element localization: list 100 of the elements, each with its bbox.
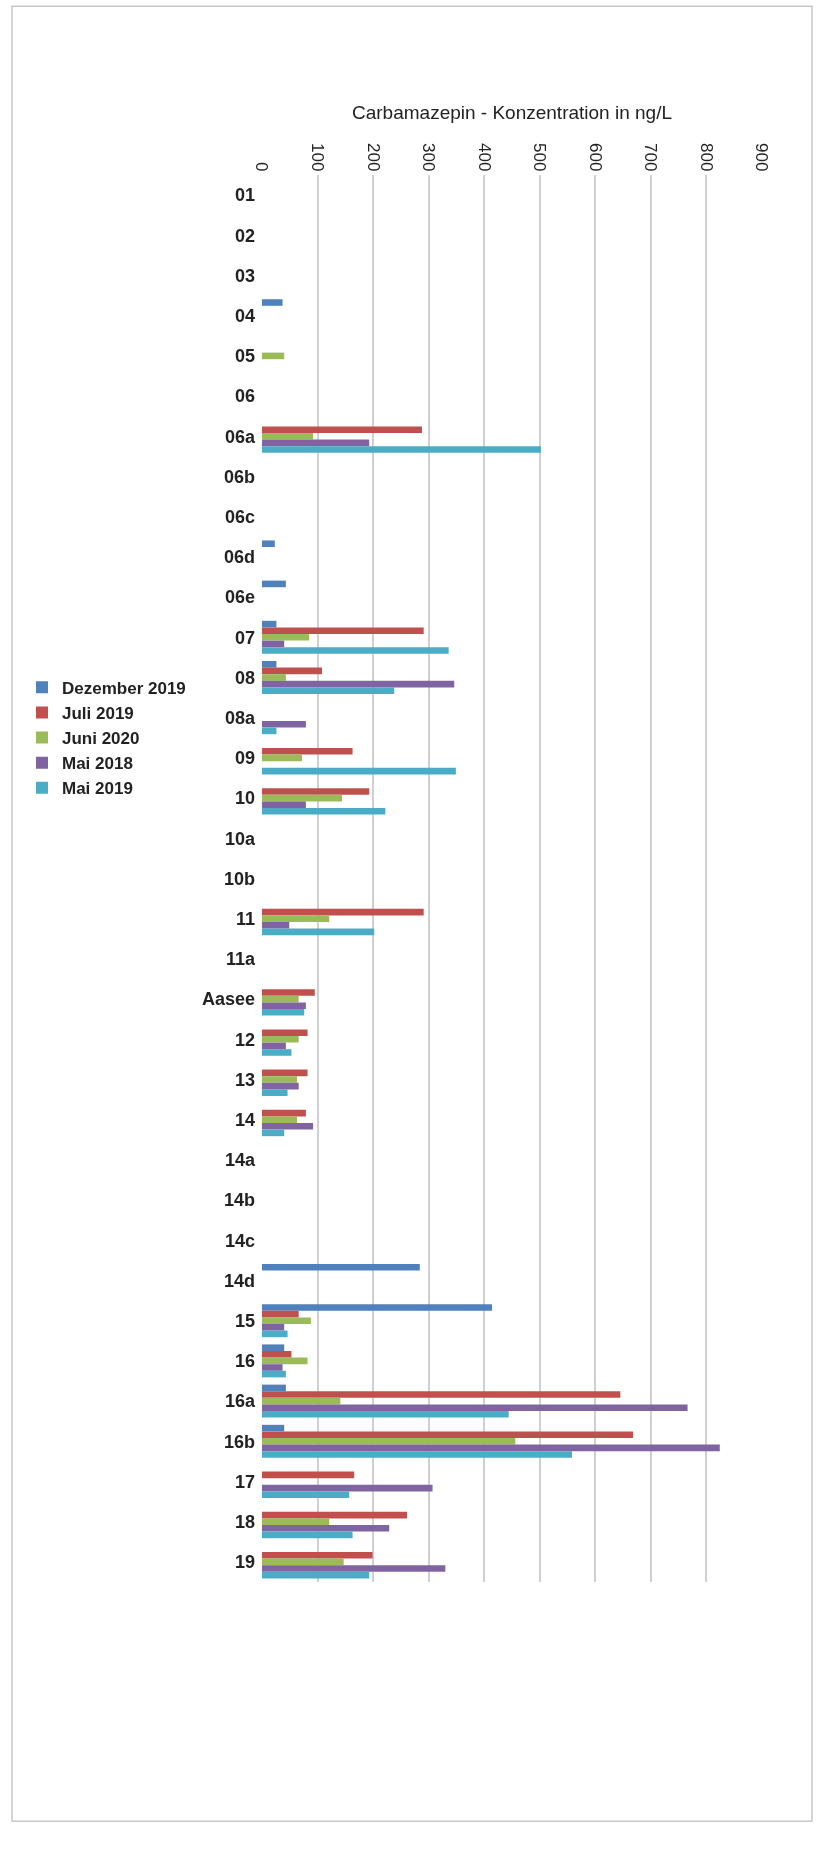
bar bbox=[262, 627, 424, 634]
y-tick-label: 01 bbox=[234, 185, 255, 206]
bar bbox=[262, 1558, 344, 1566]
bar bbox=[262, 1391, 621, 1398]
y-tick-label: 11 bbox=[235, 909, 255, 929]
y-tick-label: 10 bbox=[234, 788, 255, 809]
y-tick-label: 08a bbox=[224, 708, 256, 728]
bar bbox=[262, 908, 424, 916]
bar bbox=[262, 767, 456, 775]
y-tick-label: 16a bbox=[224, 1391, 256, 1412]
bar bbox=[262, 989, 315, 996]
bar bbox=[262, 299, 283, 306]
x-tick-label: 800 bbox=[696, 143, 716, 172]
bar bbox=[262, 687, 395, 694]
x-tick-label: 200 bbox=[363, 143, 383, 172]
bar bbox=[262, 352, 285, 360]
bar bbox=[262, 667, 322, 675]
bar bbox=[262, 1370, 286, 1378]
x-tick-label: 500 bbox=[530, 143, 550, 172]
bar bbox=[262, 1364, 283, 1371]
legend-label: Dezember 2019 bbox=[62, 678, 186, 698]
bar bbox=[262, 433, 314, 440]
y-tick-label: 10b bbox=[223, 868, 255, 889]
y-tick-label: 10a bbox=[224, 828, 256, 849]
bar bbox=[262, 1384, 286, 1392]
y-tick-label: 17 bbox=[234, 1471, 255, 1492]
x-tick-label: 600 bbox=[585, 143, 605, 172]
bar bbox=[262, 1444, 720, 1452]
bar bbox=[262, 1438, 516, 1445]
bar bbox=[262, 1109, 306, 1117]
bar bbox=[262, 1317, 311, 1324]
x-tick-label: 0 bbox=[252, 161, 272, 172]
bar bbox=[262, 1049, 292, 1056]
bar bbox=[262, 1008, 305, 1016]
legend-label: Juli 2019 bbox=[62, 704, 134, 724]
bar bbox=[262, 995, 299, 1003]
bar bbox=[262, 1424, 285, 1432]
bar bbox=[262, 788, 370, 795]
bar bbox=[262, 1069, 308, 1077]
y-tick-label: 08 bbox=[234, 667, 255, 688]
bar bbox=[262, 1357, 308, 1365]
y-tick-label: 19 bbox=[234, 1552, 255, 1573]
bar bbox=[262, 1351, 292, 1358]
bar bbox=[262, 1404, 688, 1411]
x-tick-label: 700 bbox=[641, 143, 661, 172]
bar bbox=[262, 680, 455, 688]
bar bbox=[262, 1518, 330, 1525]
bar bbox=[262, 1264, 420, 1271]
bar bbox=[262, 721, 306, 728]
bar bbox=[262, 1451, 572, 1458]
bar bbox=[262, 1029, 308, 1036]
bar bbox=[262, 1344, 285, 1352]
bar bbox=[262, 1565, 446, 1572]
y-tick-label: 06b bbox=[223, 466, 255, 487]
y-tick-label: 06 bbox=[234, 386, 255, 407]
y-tick-label: 14a bbox=[224, 1150, 256, 1171]
bar bbox=[262, 1525, 390, 1532]
y-tick-label: 14b bbox=[223, 1190, 255, 1211]
bar bbox=[262, 794, 342, 802]
bar bbox=[262, 915, 330, 922]
bar bbox=[262, 928, 375, 936]
y-tick-label: 02 bbox=[234, 225, 255, 246]
bar bbox=[262, 1531, 353, 1539]
bar bbox=[262, 640, 285, 648]
bar bbox=[262, 634, 310, 641]
y-tick-label: 18 bbox=[234, 1512, 255, 1532]
bar bbox=[262, 1129, 285, 1137]
bar bbox=[262, 661, 277, 668]
bar bbox=[262, 1410, 509, 1418]
bar bbox=[262, 1076, 297, 1083]
x-tick-label: 300 bbox=[419, 143, 439, 172]
bar bbox=[262, 1471, 355, 1479]
bar bbox=[262, 1002, 306, 1009]
legend-label: Mai 2018 bbox=[62, 754, 133, 774]
y-tick-label: 14c bbox=[224, 1230, 255, 1251]
legend-label: Mai 2019 bbox=[62, 779, 133, 799]
y-tick-label: 14d bbox=[223, 1270, 255, 1291]
bar bbox=[262, 647, 449, 654]
y-tick-label: 06a bbox=[224, 426, 256, 447]
bar bbox=[262, 1431, 634, 1438]
bar bbox=[262, 1089, 288, 1096]
bar bbox=[262, 439, 370, 447]
bar bbox=[262, 674, 286, 681]
y-tick-label: Aasee bbox=[201, 989, 255, 1010]
y-tick-label: 06d bbox=[223, 547, 255, 568]
bar bbox=[262, 1116, 297, 1123]
y-tick-label: 15 bbox=[234, 1311, 255, 1331]
x-tick-label: 100 bbox=[308, 143, 328, 172]
bar bbox=[262, 446, 541, 453]
y-tick-label: 12 bbox=[234, 1029, 255, 1050]
bar bbox=[262, 1571, 370, 1579]
bar bbox=[262, 1484, 433, 1492]
bar bbox=[262, 754, 302, 762]
bar bbox=[262, 801, 306, 808]
bar bbox=[262, 1042, 286, 1050]
y-tick-label: 11a bbox=[225, 949, 256, 970]
y-tick-label: 07 bbox=[234, 627, 255, 648]
y-tick-label: 16b bbox=[223, 1431, 255, 1452]
y-tick-label: 13 bbox=[234, 1069, 255, 1090]
x-tick-label: 400 bbox=[474, 143, 494, 172]
